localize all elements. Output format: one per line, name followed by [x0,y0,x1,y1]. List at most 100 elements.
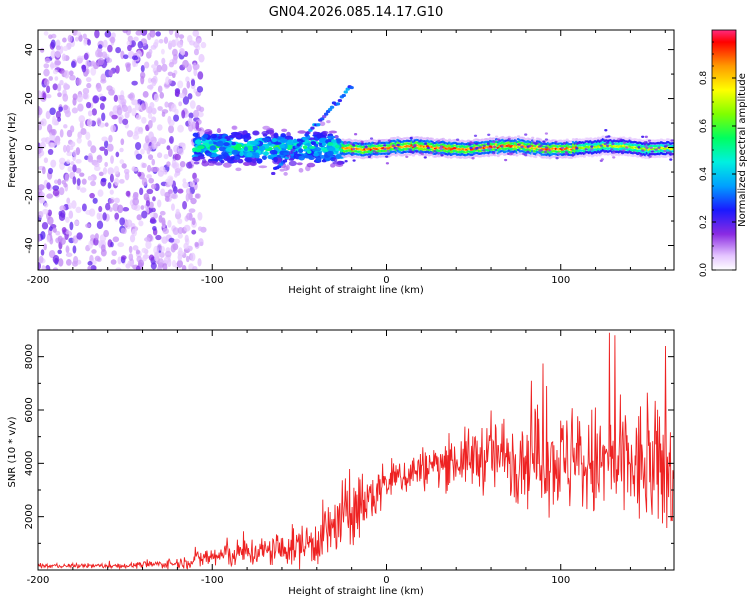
tone-halo-cell [590,148,594,151]
tone-halo-cell [639,154,643,157]
scatter-band-cell [201,160,210,167]
noise-speckle [161,111,166,117]
snr-xlabel: Height of straight line (km) [288,586,424,597]
noise-speckle [66,159,71,165]
noise-speckle [104,148,109,156]
y-tick-label: -40 [24,237,35,253]
scatter-band-cell [303,155,313,159]
noise-speckle [131,99,138,106]
noise-speckle [173,238,181,244]
noise-speckle [196,38,202,44]
noise-speckle [182,59,189,68]
tone-halo-cell [610,148,614,151]
tone-halo-cell [500,145,504,148]
scatter-band-cell [214,162,223,166]
tone-halo-cell [575,142,579,145]
scatter-band-cell [302,145,308,149]
noise-speckle [149,102,155,109]
tone-halo-cell [367,155,371,159]
noise-speckle [56,83,62,92]
noise-speckle [157,152,163,159]
y-tick-label: 2000 [24,504,35,529]
noise-speckle [95,49,102,58]
noise-speckle [76,232,83,240]
tone-halo-cell [670,152,674,156]
scatter-band-cell [210,133,218,139]
noise-speckle [147,112,153,119]
scatter-band-cell [280,133,287,138]
noise-speckle [140,205,145,210]
noise-speckle [99,146,106,152]
noise-speckle [157,265,162,270]
noise-speckle [65,216,70,223]
diagonal-trace-cell [329,105,335,109]
tone-halo-cell [360,140,364,143]
noise-speckle [173,114,180,122]
noise-speckle [120,255,127,260]
tone-halo-cell [605,135,609,139]
noise-speckle [168,61,175,68]
noise-speckle [41,266,47,270]
noise-speckle [133,36,139,42]
scatter-band-cell [298,168,304,173]
tone-halo-cell [374,151,378,155]
noise-speckle [146,174,152,179]
tone-halo-cell [663,149,667,153]
noise-speckle [176,40,184,49]
noise-speckle [54,60,62,66]
noise-speckle [106,57,113,64]
stable-tone-cell [534,155,538,159]
scatter-band-cell [232,159,239,163]
tone-halo-cell [377,139,381,143]
noise-speckle [179,47,185,55]
noise-speckle [151,64,157,69]
noise-speckle [61,53,67,62]
noise-speckle [51,128,57,136]
noise-speckle [49,250,55,258]
noise-speckle [151,207,156,213]
scatter-band-cell [194,139,202,145]
scatter-band-cell [283,152,288,156]
tone-halo-cell [650,150,654,153]
tone-halo-cell [637,152,641,155]
tone-halo-cell [364,145,368,148]
noise-speckle [84,155,89,161]
noise-speckle [85,101,92,109]
noise-speckle [141,177,148,187]
noise-speckle [160,188,166,197]
noise-speckle [145,200,150,207]
noise-speckle [166,161,171,167]
noise-speckle [72,176,77,185]
noise-speckle [62,144,67,153]
noise-speckle [185,193,190,202]
noise-speckle [140,148,145,155]
diagonal-trace-cell [290,148,296,152]
noise-speckle [38,233,42,243]
noise-speckle [90,234,96,240]
scatter-band-cell [246,151,253,158]
scatter-band-cell [312,131,318,136]
tone-halo-cell [534,142,538,145]
noise-speckle [66,151,73,157]
noise-speckle [197,258,202,267]
tone-halo-cell [599,144,603,147]
tone-halo-cell [360,142,365,145]
noise-speckle [172,158,177,168]
noise-speckle [54,76,59,81]
noise-speckle [189,181,196,188]
noise-speckle [127,260,135,266]
tone-halo-cell [343,142,347,145]
noise-speckle [157,243,162,251]
noise-speckle [110,124,117,133]
noise-speckle [52,115,56,123]
noise-speckle [199,106,205,113]
scatter-band-cell [196,128,202,131]
noise-speckle [117,204,124,214]
noise-speckle [140,64,145,73]
tone-halo-cell [644,135,648,139]
noise-speckle [38,262,41,270]
tone-halo-cell [571,154,575,157]
noise-speckle [178,92,186,99]
noise-speckle [167,71,174,77]
